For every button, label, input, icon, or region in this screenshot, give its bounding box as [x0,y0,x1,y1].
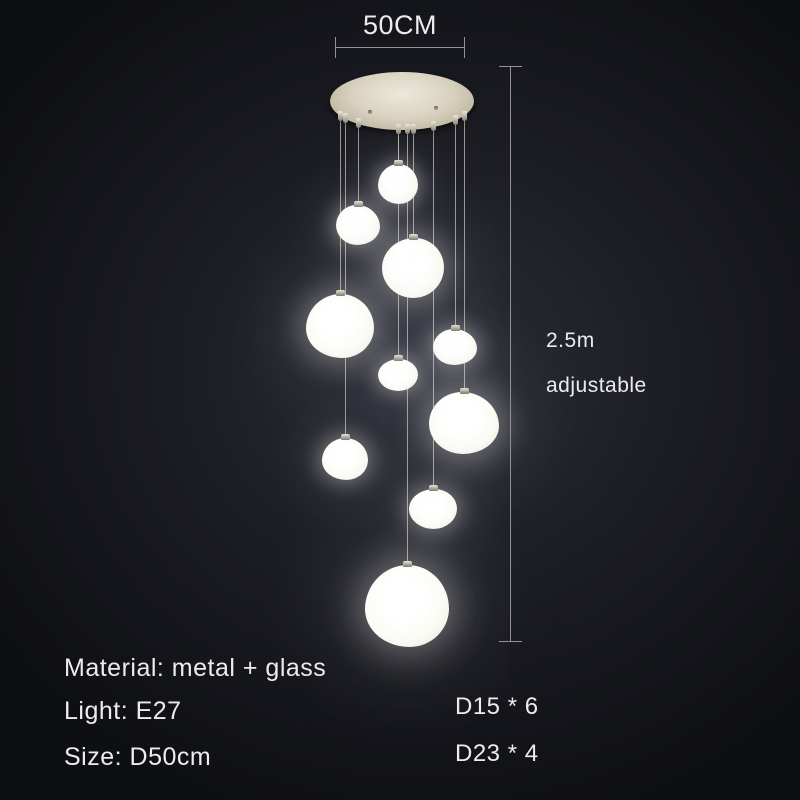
orb-socket-cap [408,234,418,240]
pendant-cord [432,101,434,495]
cord-fitting [355,118,361,129]
orb-socket-cap [335,290,345,296]
pendant-orb [336,205,380,245]
pendant-cord [454,101,456,335]
orb-socket-cap [393,160,403,166]
drop-dimension-label: 2.5m [546,329,595,352]
pendant-orb [365,565,449,647]
pendant-orb [409,489,457,529]
cord-fitting [395,123,401,134]
cord-fitting [430,121,436,132]
pendant-cord [397,101,399,365]
pendant-orb [306,294,374,358]
width-measure-line [335,47,465,48]
orb-socket-cap [459,388,469,394]
drop-measure-tick-top [499,66,522,67]
orb-socket-cap [353,201,363,207]
orb-socket-cap [428,485,438,491]
drop-measure-tick-bottom [499,641,522,642]
pendant-orb [433,329,477,365]
drop-measure-line [510,66,511,642]
cord-fitting [337,110,343,121]
pendant-orb [429,392,499,454]
pendant-cord [344,101,346,444]
spec-light-type: Light: E27 [64,697,182,725]
pendant-cord [463,101,465,398]
orb-socket-cap [450,325,460,331]
orb-socket-cap [340,434,350,440]
pendant-orb [322,438,368,480]
cord-fitting [461,110,467,121]
spec-material: Material: metal + glass [64,654,327,682]
cord-fitting [452,115,458,126]
pendant-orb [382,238,444,298]
cord-fitting [404,123,410,134]
pendant-cord [406,101,408,571]
orb-socket-cap [402,561,412,567]
width-dimension-label: 50CM [362,10,438,40]
pendant-orb [378,164,418,204]
width-measure-tick-left [335,37,336,58]
ceiling-canopy [330,72,474,130]
orb-socket-cap [393,355,403,361]
cord-fitting [410,123,416,134]
pendant-orb [378,359,418,391]
shade-count-d15: D15 * 6 [455,693,539,720]
pendant-cord [357,101,359,211]
cord-fitting [342,113,348,124]
spec-size: Size: D50cm [64,743,212,771]
shade-count-d23: D23 * 4 [455,740,539,767]
pendant-cord [339,101,341,300]
width-measure-tick-right [464,37,465,58]
drop-adjustable-label: adjustable [546,374,647,397]
